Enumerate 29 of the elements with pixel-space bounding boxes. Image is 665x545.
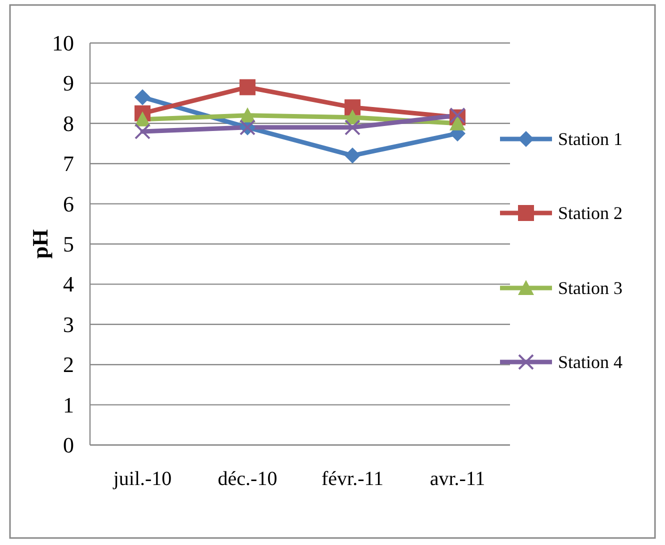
point [344,148,360,164]
legend-label: Station 4 [558,352,623,372]
y-tick-label: 7 [63,151,74,176]
point [344,119,360,136]
y-tick-label: 1 [63,392,74,418]
x-tick-label: déc.-10 [218,468,278,490]
point [240,79,256,96]
x-tick-label: févr.-11 [321,468,384,490]
y-tick-label: 5 [63,232,74,256]
x-tick-label: avr.-11 [430,468,486,490]
y-axis-title: pH [28,229,52,259]
point [344,99,360,116]
y-tick-label: 10 [52,30,74,56]
legend-label: Station 2 [558,203,623,223]
y-tick-label: 8 [63,110,74,136]
point [134,89,150,106]
legend-label: Station 1 [558,129,623,149]
point [134,123,150,140]
y-tick-label: 6 [63,191,74,216]
x-tick-label: juil.-10 [112,468,172,490]
y-tick-label: 3 [63,312,74,337]
point [240,107,256,122]
y-tick-label: 9 [63,70,74,96]
legend-label: Station 3 [558,278,623,298]
point [450,115,466,130]
y-tick-label: 4 [63,272,74,297]
y-tick-label: 2 [63,352,74,378]
y-tick-label: 0 [63,432,74,458]
point [134,111,150,126]
